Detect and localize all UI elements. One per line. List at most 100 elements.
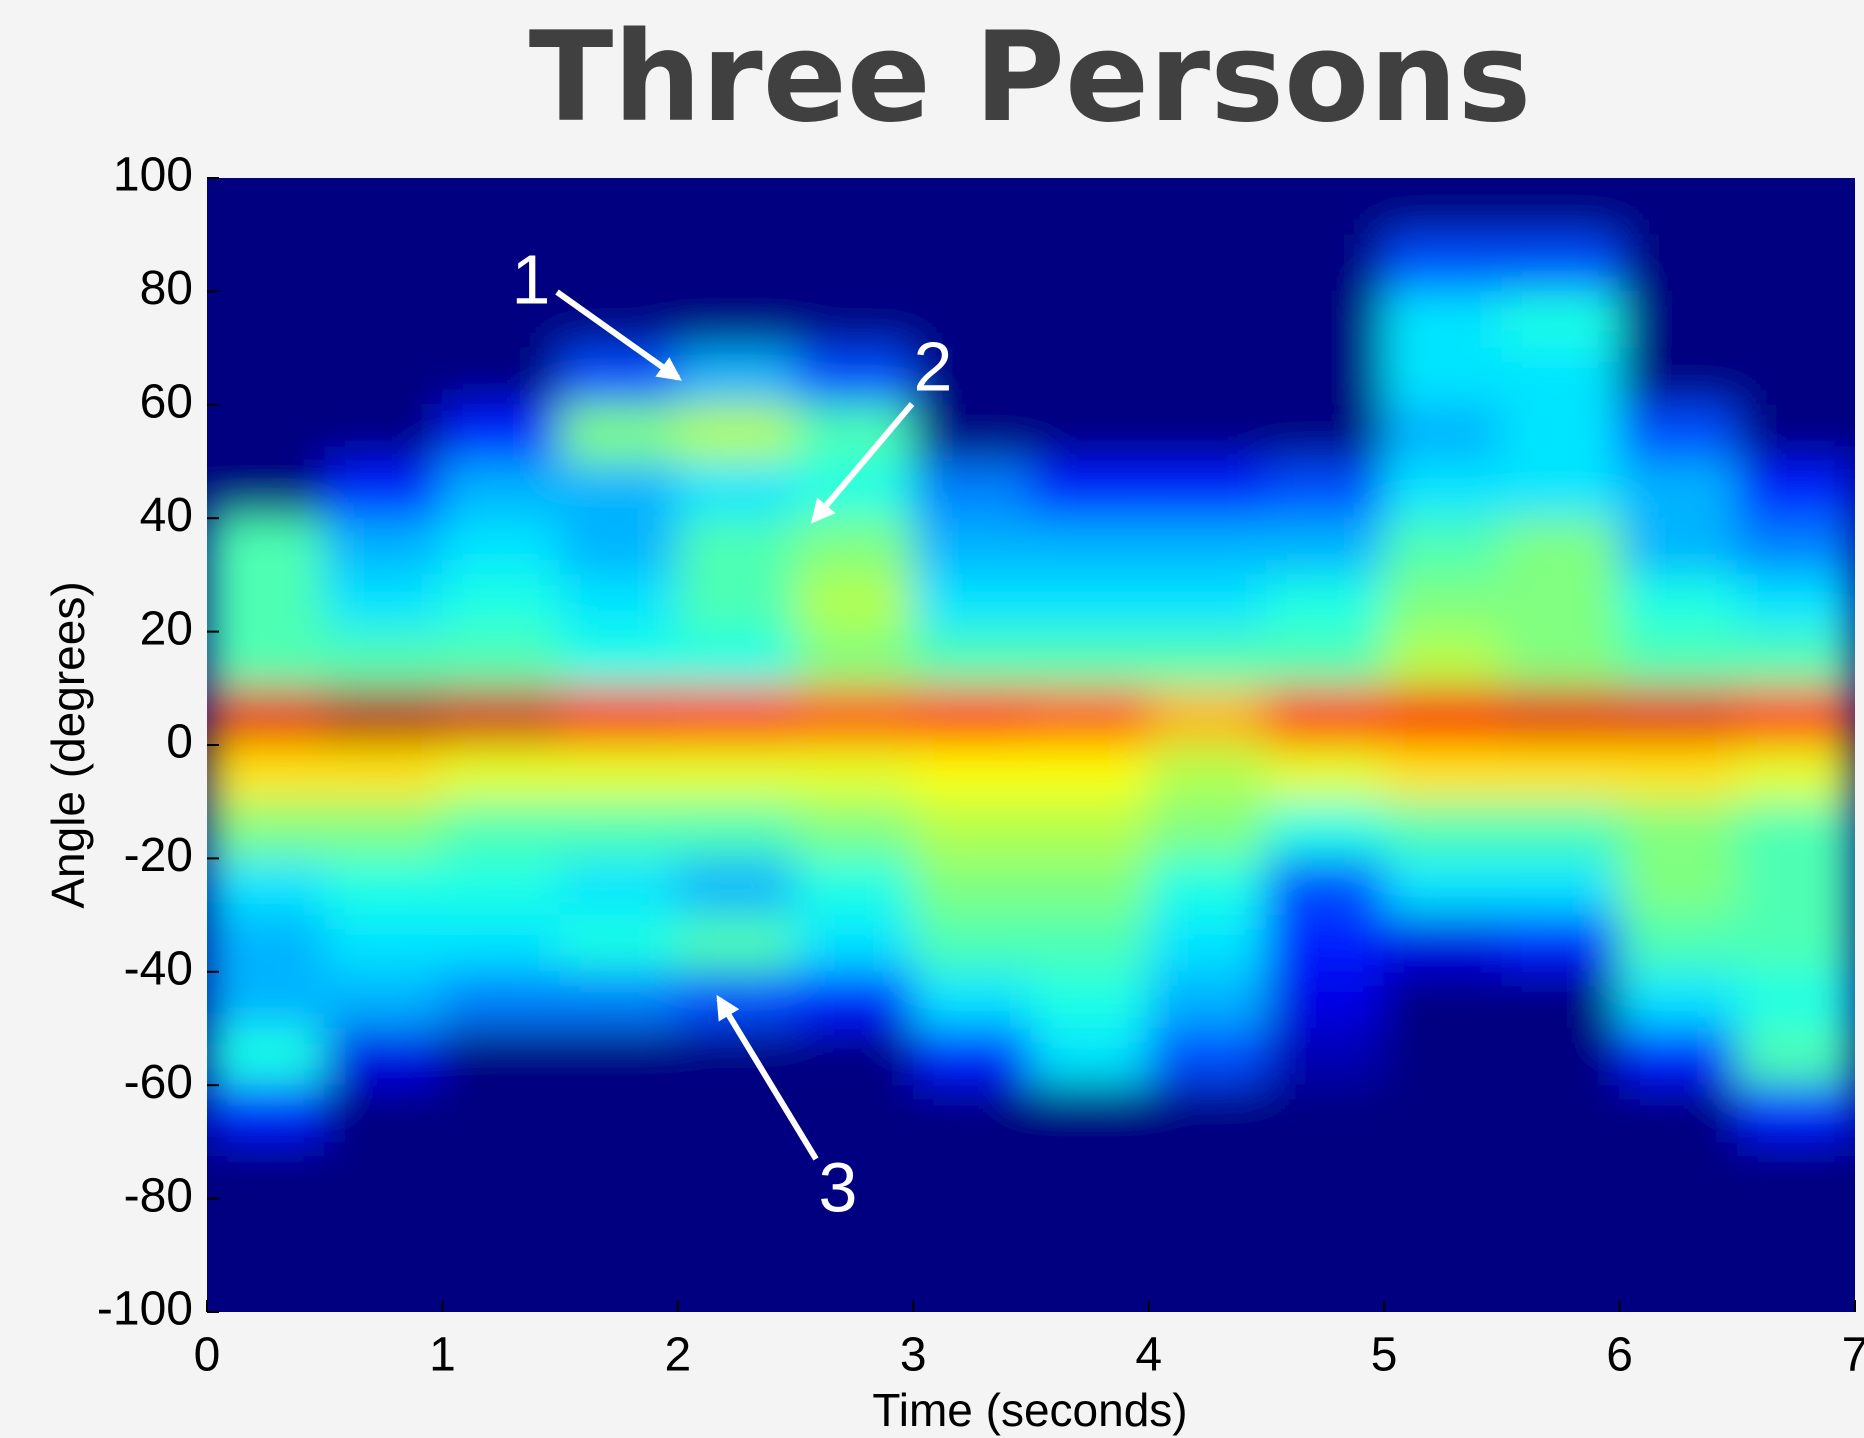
heat-cell xyxy=(1384,1028,1503,1086)
heat-cell xyxy=(677,631,796,689)
heat-cell xyxy=(442,801,561,859)
heat-cell xyxy=(1501,971,1620,1029)
heat-cell xyxy=(1031,348,1150,406)
heat-cell xyxy=(1266,178,1385,236)
heat-cell xyxy=(1501,688,1620,746)
heat-cell xyxy=(677,574,796,632)
heat-cell xyxy=(1737,971,1856,1029)
heat-cell xyxy=(1619,1028,1738,1086)
heat-cell xyxy=(1031,688,1150,746)
heat-cell xyxy=(677,234,796,292)
heat-cell xyxy=(913,1198,1032,1256)
heat-cell xyxy=(677,1141,796,1199)
heat-cell xyxy=(442,178,561,236)
heat-cell xyxy=(1266,461,1385,519)
heat-cell xyxy=(1384,688,1503,746)
heat-cell xyxy=(677,688,796,746)
heat-cell xyxy=(1619,574,1738,632)
heat-cell xyxy=(1384,234,1503,292)
heat-cell xyxy=(560,234,679,292)
heat-cell xyxy=(1266,518,1385,576)
heatmap xyxy=(207,178,1856,1313)
heat-cell xyxy=(1737,631,1856,689)
heat-cell xyxy=(913,688,1032,746)
heat-cell xyxy=(560,971,679,1029)
chart-title: Three Persons xyxy=(529,6,1532,150)
heat-cell xyxy=(1501,1141,1620,1199)
heat-cell xyxy=(207,971,326,1029)
y-axis-label: Angle (degrees) xyxy=(42,581,94,908)
heat-cell xyxy=(1031,461,1150,519)
heat-cell xyxy=(207,1141,326,1199)
heat-cell xyxy=(1619,858,1738,916)
heat-cell xyxy=(1148,574,1267,632)
heat-cell xyxy=(1737,518,1856,576)
heat-cell xyxy=(677,971,796,1029)
heat-cell xyxy=(795,688,914,746)
heat-cell xyxy=(1501,1255,1620,1313)
heat-cell xyxy=(1148,1028,1267,1086)
heat-cell xyxy=(442,1141,561,1199)
heat-cell xyxy=(560,1085,679,1143)
annotation-label: 3 xyxy=(819,1148,858,1226)
x-tick-label: 6 xyxy=(1606,1329,1633,1382)
heat-cell xyxy=(1384,631,1503,689)
heat-cell xyxy=(1148,745,1267,803)
x-tick-label: 3 xyxy=(900,1329,927,1382)
heat-cell xyxy=(1266,348,1385,406)
heat-cell xyxy=(442,518,561,576)
heat-cell xyxy=(442,1198,561,1256)
heat-cell xyxy=(324,745,443,803)
heat-cell xyxy=(677,178,796,236)
heat-cell xyxy=(324,688,443,746)
heat-cell xyxy=(677,858,796,916)
y-tick-label: 60 xyxy=(140,375,193,428)
heat-cell xyxy=(1266,1028,1385,1086)
heat-cell xyxy=(442,461,561,519)
heat-cell xyxy=(560,348,679,406)
heat-cell xyxy=(1031,631,1150,689)
heat-cell xyxy=(207,234,326,292)
heat-cell xyxy=(1266,1085,1385,1143)
heat-cell xyxy=(1501,574,1620,632)
heat-cell xyxy=(324,291,443,349)
heat-cell xyxy=(207,404,326,462)
y-tick-label: 80 xyxy=(140,262,193,315)
heat-cell xyxy=(677,915,796,973)
heat-cell xyxy=(560,1141,679,1199)
heat-cell xyxy=(1148,291,1267,349)
heat-cell xyxy=(913,1085,1032,1143)
heat-cell xyxy=(1148,801,1267,859)
heat-cell xyxy=(1031,971,1150,1029)
x-tick-label: 0 xyxy=(194,1329,221,1382)
chart: Three Persons 01234567-100-80-60-40-2002… xyxy=(0,0,1864,1438)
heat-cell xyxy=(442,631,561,689)
heat-cell xyxy=(1031,574,1150,632)
heat-cell xyxy=(560,1198,679,1256)
heat-cell xyxy=(913,858,1032,916)
x-tick-label: 2 xyxy=(665,1329,692,1382)
heat-cell xyxy=(1501,518,1620,576)
heat-cell xyxy=(677,1198,796,1256)
heat-cell xyxy=(1266,291,1385,349)
heat-cell xyxy=(560,915,679,973)
heat-cell xyxy=(1619,1198,1738,1256)
heat-cell xyxy=(1384,915,1503,973)
heat-cell xyxy=(1384,1255,1503,1313)
heat-cell xyxy=(1619,801,1738,859)
heat-cell xyxy=(1619,518,1738,576)
heat-cell xyxy=(913,745,1032,803)
heat-cell xyxy=(324,858,443,916)
heat-cell xyxy=(324,1255,443,1313)
heat-cell xyxy=(677,1028,796,1086)
heat-cell xyxy=(913,234,1032,292)
heat-cell xyxy=(324,574,443,632)
heat-cell xyxy=(1619,178,1738,236)
heat-cell xyxy=(1501,461,1620,519)
heat-cell xyxy=(207,801,326,859)
heat-cell xyxy=(1501,801,1620,859)
heat-cell xyxy=(560,574,679,632)
heat-cell xyxy=(1148,461,1267,519)
heat-cell xyxy=(795,178,914,236)
heat-cell xyxy=(677,745,796,803)
